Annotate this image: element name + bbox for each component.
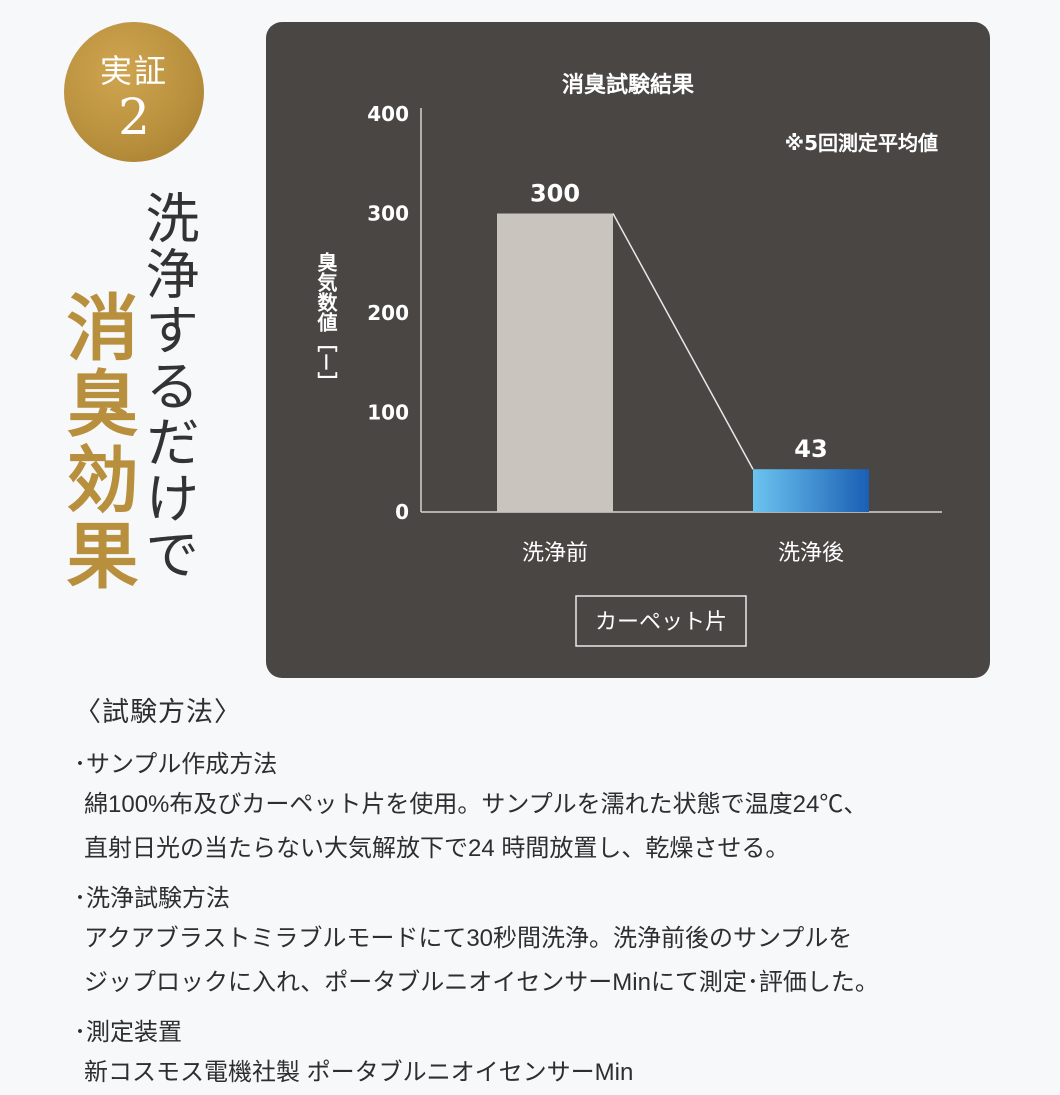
test-method: 〈試験方法〉 ･サンプル作成方法 綿100%布及びカーペット片を使用。サンプルを… — [74, 690, 1020, 1095]
method-section: ･サンプル作成方法 綿100%布及びカーペット片を使用。サンプルを濡れた状態で温… — [74, 747, 1020, 871]
section-line: 綿100%布及びカーペット片を使用。サンプルを濡れた状態で温度24℃、 — [84, 791, 868, 818]
section-line: アクアブラストミラブルモードにて30秒間洗浄。洗浄前後のサンプルを — [84, 925, 853, 952]
badge-number: 2 — [118, 88, 150, 146]
chart-panel: 消臭試験結果 ※5回測定平均値 400 300 200 100 0 臭気数値［－］ 300 洗浄前… — [266, 22, 990, 678]
y-axis-label: 臭気数値［－］ — [314, 251, 338, 392]
x-tick-label: 洗浄前 — [522, 541, 588, 566]
method-heading: 〈試験方法〉 — [74, 697, 242, 727]
x-group-label: カーペット片 — [595, 610, 727, 635]
proof-badge: 実証 2 — [64, 22, 204, 162]
section-title: ･サンプル作成方法 — [74, 751, 278, 778]
bar — [753, 469, 869, 512]
x-group-box — [575, 595, 747, 647]
y-tick-label: 200 — [367, 301, 409, 325]
bar — [497, 213, 613, 512]
badge-label: 実証 — [99, 52, 168, 90]
y-tick-label: 300 — [367, 202, 409, 226]
headline-text: 洗浄するだけで — [136, 190, 199, 582]
data-label: 300 — [530, 180, 580, 208]
section-line: ジップロックに入れ、ポータブルニオイセンサーMinにて測定･評価した。 — [84, 969, 879, 996]
section-line: 直射日光の当たらない大気解放下で24 時間放置し、乾燥させる。 — [84, 835, 790, 862]
section-title: ･洗浄試験方法 — [74, 885, 230, 912]
trend-line — [612, 213, 754, 470]
x-tick-label: 洗浄後 — [778, 541, 844, 566]
data-label: 43 — [794, 435, 827, 463]
headline-highlight: 消臭効果 — [54, 290, 139, 594]
y-tick-label: 100 — [367, 401, 409, 425]
section-title: ･測定装置 — [74, 1019, 182, 1046]
deodorization-chart: 消臭試験結果 ※5回測定平均値 400 300 200 100 0 臭気数値［－］ 300 洗浄前… — [314, 72, 942, 647]
method-section: ･測定装置 新コスモス電機社製 ポータブルニオイセンサーMin — [74, 1015, 1020, 1095]
y-tick-label: 400 — [367, 102, 409, 126]
chart-note: ※5回測定平均値 — [785, 131, 938, 155]
y-tick-label: 0 — [395, 500, 409, 524]
chart-title: 消臭試験結果 — [562, 72, 694, 98]
method-section: ･洗浄試験方法 アクアブラストミラブルモードにて30秒間洗浄。洗浄前後のサンプル… — [74, 881, 1020, 1005]
section-line: 新コスモス電機社製 ポータブルニオイセンサーMin — [84, 1059, 634, 1086]
